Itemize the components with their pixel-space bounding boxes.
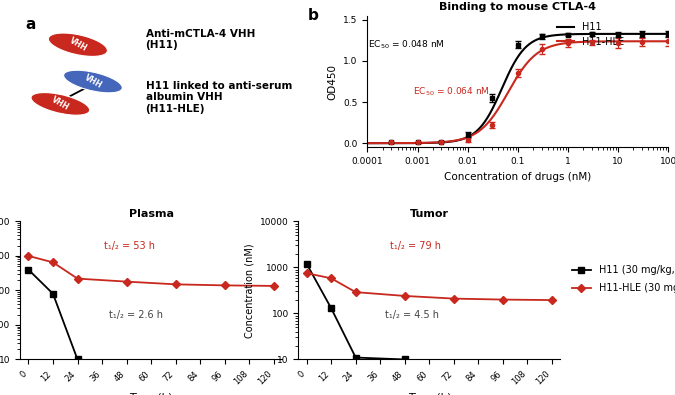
Text: t₁/₂ = 53 h: t₁/₂ = 53 h (104, 241, 155, 251)
X-axis label: Concentration of drugs (nM): Concentration of drugs (nM) (444, 171, 591, 182)
X-axis label: Time (h): Time (h) (130, 392, 173, 395)
Ellipse shape (49, 33, 107, 56)
Text: t₁/₂ = 79 h: t₁/₂ = 79 h (390, 241, 441, 251)
Legend: H11, H11-HLE: H11, H11-HLE (553, 18, 628, 51)
X-axis label: Time (h): Time (h) (408, 392, 451, 395)
Text: EC$_{50}$ = 0.064 nM: EC$_{50}$ = 0.064 nM (412, 86, 489, 98)
Text: b: b (307, 8, 318, 23)
Text: a: a (25, 17, 36, 32)
Text: t₁/₂ = 4.5 h: t₁/₂ = 4.5 h (385, 310, 439, 320)
Y-axis label: Concentration (nM): Concentration (nM) (244, 243, 254, 338)
Text: VHH: VHH (68, 36, 88, 53)
Legend: H11 (30 mg/kg, i.v.), H11-HLE (30 mg/kg, i.v.): H11 (30 mg/kg, i.v.), H11-HLE (30 mg/kg,… (568, 261, 675, 297)
Y-axis label: OD450: OD450 (328, 64, 338, 100)
Text: H11 linked to anti-serum
albumin VHH
(H11-HLE): H11 linked to anti-serum albumin VHH (H1… (146, 81, 292, 114)
Text: VHH: VHH (50, 95, 71, 113)
Ellipse shape (63, 70, 122, 93)
Title: Binding to mouse CTLA-4: Binding to mouse CTLA-4 (439, 2, 596, 12)
Text: EC$_{50}$ = 0.048 nM: EC$_{50}$ = 0.048 nM (368, 38, 445, 51)
Text: Anti-mCTLA-4 VHH
(H11): Anti-mCTLA-4 VHH (H11) (146, 29, 255, 50)
Title: Plasma: Plasma (129, 209, 173, 219)
Ellipse shape (31, 92, 90, 115)
Text: t₁/₂ = 2.6 h: t₁/₂ = 2.6 h (109, 310, 163, 320)
Title: Tumor: Tumor (410, 209, 449, 219)
Text: VHH: VHH (82, 73, 103, 90)
